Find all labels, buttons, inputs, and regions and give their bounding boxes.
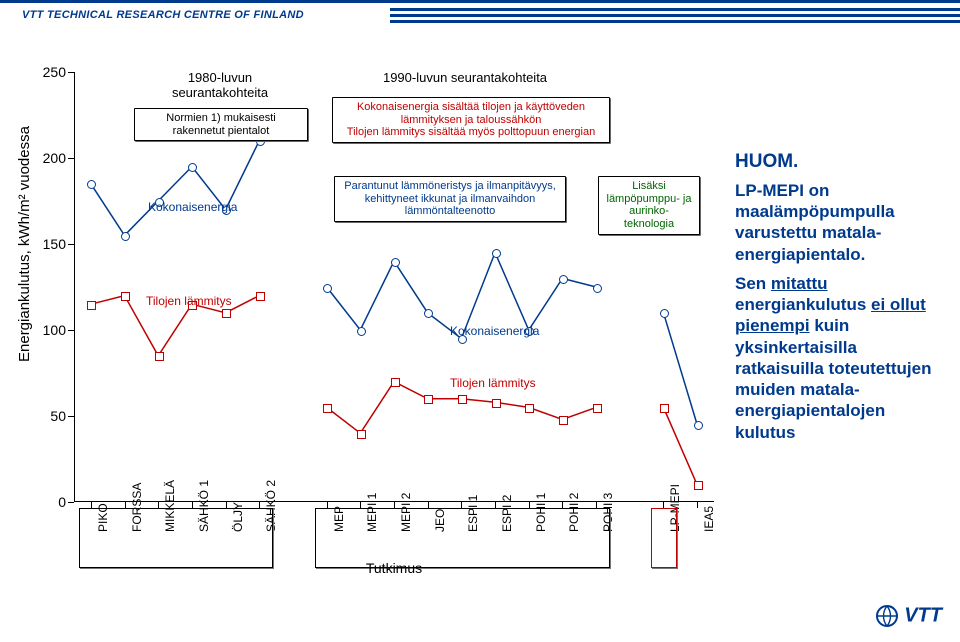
y-tick-label: 250 [34, 64, 66, 80]
globe-icon [875, 604, 899, 628]
series-label: Kokonaisenergia [148, 200, 237, 214]
note-paragraph-1: LP-MEPI on maalämpöpumpulla varustettu m… [735, 180, 950, 265]
data-point-square [492, 399, 501, 408]
y-tick-label: 200 [34, 150, 66, 166]
data-point-square [424, 395, 433, 404]
data-point-square [87, 301, 96, 310]
header-title: VTT TECHNICAL RESEARCH CENTRE OF FINLAND [22, 9, 304, 21]
note-heading: HUOM. [735, 150, 950, 174]
note-paragraph-2: Sen mitattu energiankulutus ei ollut pie… [735, 273, 950, 443]
data-point-square [391, 378, 400, 387]
energy-chart: Energiankulutus, kWh/m² vuodessa 0501001… [20, 62, 720, 582]
data-point-circle [323, 284, 332, 293]
note-panel: HUOM. LP-MEPI on maalämpöpumpulla varust… [735, 150, 950, 443]
data-point-square [458, 395, 467, 404]
header-rule-triple [390, 8, 960, 26]
y-tick-label: 150 [34, 236, 66, 252]
category-group-box [315, 508, 610, 568]
category-group-box [651, 508, 677, 568]
data-point-square [660, 404, 669, 413]
data-point-square [559, 416, 568, 425]
data-point-square [155, 352, 164, 361]
data-point-square [525, 404, 534, 413]
data-point-square [357, 430, 366, 439]
x-tick-label: IEA5 [702, 506, 716, 532]
series-label: Tilojen lämmitys [146, 294, 232, 308]
y-tick-label: 100 [34, 322, 66, 338]
data-point-square [256, 292, 265, 301]
header-bar: VTT TECHNICAL RESEARCH CENTRE OF FINLAND [0, 0, 960, 31]
data-point-circle [391, 258, 400, 267]
data-point-circle [694, 421, 703, 430]
data-point-square [323, 404, 332, 413]
data-point-circle [492, 249, 501, 258]
annotation-box: Normien 1) mukaisesti rakennetut piental… [134, 108, 308, 141]
y-tick-label: 50 [34, 408, 66, 424]
data-point-circle [357, 327, 366, 336]
data-point-square [694, 481, 703, 490]
data-point-square [121, 292, 130, 301]
vtt-logo: VTT [875, 604, 942, 628]
data-point-circle [121, 232, 130, 241]
data-point-circle [593, 284, 602, 293]
data-point-square [593, 404, 602, 413]
y-axis-label: Energiankulutus, kWh/m² vuodessa [16, 126, 33, 362]
series-label: Tilojen lämmitys [450, 376, 536, 390]
annotation-box: Lisäksi lämpöpumppu- ja aurinko-teknolog… [598, 176, 700, 235]
series-label: Kokonaisenergia [450, 324, 539, 338]
annotation-box: Kokonaisenergia sisältää tilojen ja käyt… [332, 97, 610, 143]
annotation-box: Parantunut lämmöneristys ja ilmanpitävyy… [334, 176, 566, 222]
x-axis-label: Tutkimus [74, 560, 714, 576]
annotation-box: 1990-luvun seurantakohteita [374, 68, 556, 89]
category-group-box [79, 508, 273, 568]
y-tick-label: 0 [34, 494, 66, 510]
plot-area: 050100150200250PIKOFORSSAMIKKELÄSÄHKÖ 1Ö… [74, 72, 714, 502]
data-point-circle [559, 275, 568, 284]
annotation-box: 1980-luvun seurantakohteita [134, 68, 306, 104]
data-point-square [222, 309, 231, 318]
